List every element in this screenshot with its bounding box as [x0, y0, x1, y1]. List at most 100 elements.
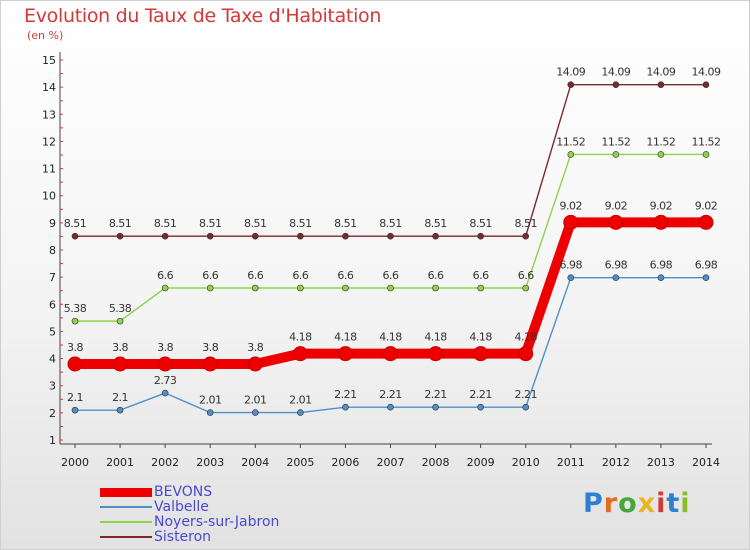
data-label: 4.18: [334, 331, 357, 344]
data-point: [71, 406, 79, 414]
y-tick-label: 2: [49, 407, 56, 420]
data-point: [657, 274, 665, 281]
logo-letter: x: [637, 488, 657, 519]
data-label: 2.21: [424, 388, 447, 401]
data-point: [342, 403, 349, 411]
data-point: [297, 284, 304, 292]
data-label: 2.73: [154, 374, 177, 387]
y-tick-label: 6: [49, 298, 56, 311]
data-point: [702, 151, 710, 158]
data-point: [567, 274, 575, 281]
data-label: 8.51: [379, 217, 402, 230]
data-point: [428, 346, 444, 362]
x-tick-label: 2012: [602, 456, 630, 469]
data-label: 8.51: [244, 217, 267, 230]
x-tick-label: 2010: [512, 456, 540, 469]
data-point: [251, 284, 259, 292]
data-label: 6.6: [473, 269, 489, 282]
y-tick-label: 15: [42, 54, 56, 67]
data-point: [337, 346, 353, 362]
data-point: [206, 284, 214, 292]
data-point: [71, 232, 79, 240]
y-tick-label: 10: [42, 190, 56, 203]
data-label: 4.18: [469, 331, 492, 344]
data-point: [157, 356, 173, 372]
data-point: [702, 274, 710, 281]
data-point: [67, 356, 83, 372]
data-label: 2.21: [469, 388, 492, 401]
data-label: 4.18: [424, 331, 447, 344]
data-point: [653, 214, 669, 230]
data-point: [116, 317, 124, 325]
data-label: 6.98: [605, 259, 628, 272]
data-label: 3.8: [67, 341, 83, 354]
data-point: [297, 409, 304, 416]
data-point: [477, 232, 484, 240]
x-tick-label: 2009: [467, 456, 495, 469]
data-point: [161, 232, 169, 240]
data-label: 11.52: [692, 135, 721, 148]
data-label: 6.6: [428, 269, 444, 282]
data-point: [112, 356, 128, 372]
data-point: [612, 274, 620, 281]
data-label: 11.52: [601, 135, 630, 148]
data-label: 6.6: [157, 269, 173, 282]
data-label: 8.51: [109, 217, 132, 230]
logo-letter: P: [583, 488, 604, 519]
y-tick-label: 13: [42, 108, 56, 121]
data-point: [698, 214, 714, 230]
data-label: 8.51: [424, 217, 447, 230]
data-point: [161, 389, 169, 397]
data-point: [116, 232, 124, 240]
data-label: 6.6: [292, 269, 308, 282]
data-label: 8.51: [154, 217, 177, 230]
legend-swatch: [100, 506, 152, 508]
series-layer: [67, 81, 714, 416]
y-tick-label: 9: [49, 217, 56, 230]
data-point: [202, 356, 218, 372]
data-label: 2.1: [112, 391, 128, 404]
data-label: 14.09: [556, 66, 585, 79]
data-point: [161, 284, 169, 292]
data-point: [342, 232, 349, 240]
x-tick-label: 2005: [286, 456, 314, 469]
logo-letter: i: [656, 488, 667, 519]
data-label: 9.02: [605, 199, 628, 212]
data-label: 9.02: [650, 199, 673, 212]
data-label: 8.51: [334, 217, 357, 230]
legend-label: Sisteron: [154, 529, 212, 545]
data-point: [657, 151, 665, 158]
data-point: [522, 284, 530, 292]
data-label: 14.09: [646, 66, 675, 79]
data-point: [387, 232, 394, 240]
data-label: 8.51: [199, 217, 222, 230]
data-label: 9.02: [695, 199, 718, 212]
data-label: 2.21: [514, 388, 537, 401]
data-label: 6.6: [247, 269, 263, 282]
logo-letter: o: [618, 488, 638, 519]
logo-letter: i: [680, 488, 691, 519]
x-tick-label: 2013: [647, 456, 675, 469]
data-label: 3.8: [112, 341, 128, 354]
y-tick-label: 4: [49, 353, 56, 366]
data-label: 6.6: [518, 269, 534, 282]
data-point: [477, 284, 484, 292]
x-tick-label: 2002: [151, 456, 179, 469]
data-label: 8.51: [469, 217, 492, 230]
y-tick-label: 11: [42, 163, 56, 176]
data-point: [432, 232, 439, 240]
x-tick-label: 2011: [557, 456, 585, 469]
data-point: [432, 284, 439, 292]
x-tick-label: 2007: [377, 456, 405, 469]
y-tick-label: 7: [49, 271, 56, 284]
data-label: 6.98: [695, 259, 718, 272]
legend-label: Noyers-sur-Jabron: [154, 514, 280, 530]
y-tick-label: 5: [49, 325, 56, 338]
data-point: [387, 403, 394, 411]
x-tick-label: 2004: [241, 456, 269, 469]
x-tick-label: 2008: [422, 456, 450, 469]
legend-swatch: [100, 487, 152, 497]
data-label: 14.09: [692, 66, 721, 79]
